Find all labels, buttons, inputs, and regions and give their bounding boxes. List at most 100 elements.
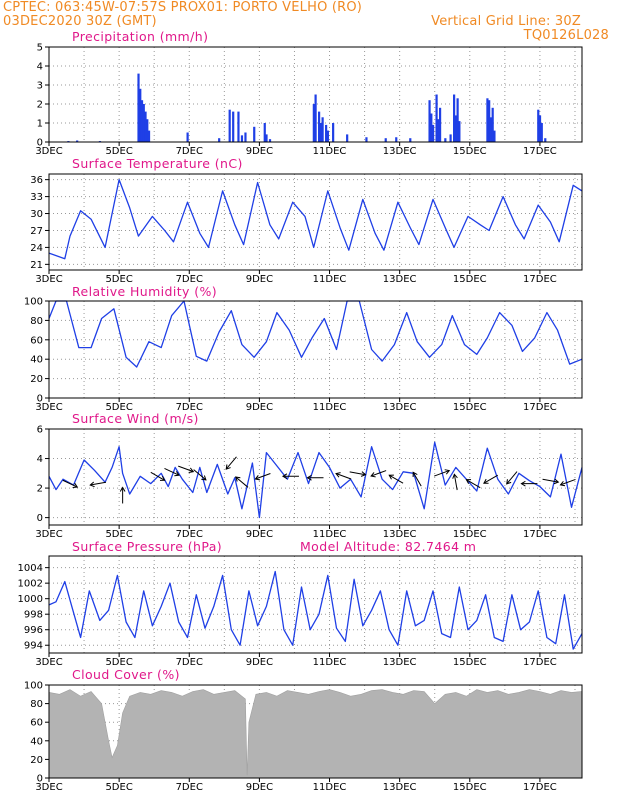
precip-bar: [268, 139, 272, 142]
wind-arrow-head: [159, 475, 166, 481]
wind-arrow-head: [452, 473, 458, 479]
y-tick-label: 36: [30, 175, 43, 186]
y-tick-label: 0: [37, 513, 43, 524]
y-tick-label: 40: [30, 355, 43, 366]
y-tick-label: 21: [30, 260, 43, 271]
x-tick-label: 7DEC: [176, 402, 203, 413]
precip-bar: [321, 117, 324, 142]
x-tick-label: 5DEC: [105, 402, 132, 413]
precip-bar: [449, 134, 452, 142]
wind-arrow-shaft: [506, 471, 518, 485]
series-line-2: [48, 300, 583, 368]
y-tick-label: 1004: [18, 563, 43, 574]
precip-bar: [318, 111, 321, 142]
precip-bar: [319, 123, 322, 142]
x-tick-label: 11DEC: [313, 402, 347, 413]
precip-bar: [146, 119, 149, 142]
wind-arrow-head: [553, 478, 560, 485]
x-tick-label: 3DEC: [35, 274, 62, 285]
y-tick-label: 0: [37, 394, 43, 405]
header-grid-line: Vertical Grid Line: 30Z: [431, 14, 581, 29]
wind-arrow-head: [306, 474, 312, 481]
precip-bar: [431, 124, 435, 142]
precip-bar: [428, 100, 431, 142]
x-tick-label: 17DEC: [523, 529, 557, 540]
wind-arrow-shaft: [434, 470, 450, 477]
precip-bar: [488, 100, 491, 142]
wind-arrow-shaft: [193, 469, 207, 481]
x-tick-label: 15DEC: [453, 657, 487, 668]
x-tick-label: 13DEC: [383, 146, 417, 157]
panel-frame: [48, 428, 583, 526]
x-tick-label: 7DEC: [176, 146, 203, 157]
precip-bar: [486, 98, 489, 142]
precip-bar: [263, 123, 266, 142]
x-tick-label: 9DEC: [246, 274, 273, 285]
y-tick-label: 1002: [18, 579, 43, 590]
panel-title-temperature: Surface Temperature (nC): [72, 156, 243, 171]
x-tick-label: 15DEC: [453, 274, 487, 285]
x-tick-label: 3DEC: [35, 402, 62, 413]
panel-5: 0 20 40 60 80 100 3DEC 5DEC 7DEC 9DEC 11DEC 13DEC 15…: [24, 681, 583, 793]
y-tick-label: 4: [37, 62, 43, 73]
x-tick-label: 5DEC: [105, 146, 132, 157]
x-tick-label: 7DEC: [176, 782, 203, 793]
wind-arrow-shaft: [164, 467, 180, 476]
wind-arrow-head: [72, 482, 79, 489]
wind-arrow-head: [89, 481, 95, 488]
wind-arrow-shaft: [560, 478, 576, 486]
panel-3: 0 2 4 6 3DEC 5DEC 7DEC 9DEC 11DEC 13DEC 15DEC 17DEC: [35, 425, 583, 540]
y-tick-label: 100: [24, 681, 43, 692]
x-tick-label: 5DEC: [105, 274, 132, 285]
wind-arrow-shaft: [90, 481, 107, 486]
precip-bar: [139, 88, 142, 142]
x-tick-label: 7DEC: [176, 274, 203, 285]
precip-bar: [365, 137, 368, 142]
x-tick-label: 5DEC: [105, 782, 132, 793]
precip-bar: [76, 140, 79, 142]
y-tick-label: 80: [30, 699, 43, 710]
y-tick-label: 24: [30, 243, 43, 254]
y-tick-label: 40: [30, 736, 43, 747]
y-tick-label: 994: [24, 641, 43, 652]
y-tick-label: 80: [30, 316, 43, 327]
wind-arrow-head: [520, 480, 526, 487]
header-model-code: TQ0126L028: [523, 28, 609, 43]
series-line-3: [48, 441, 583, 519]
wind-arrow-head: [370, 472, 376, 478]
precip-bar: [438, 107, 442, 142]
x-tick-label: 5DEC: [105, 657, 132, 668]
precip-bar: [144, 111, 147, 142]
precip-bar: [540, 123, 543, 142]
y-tick-label: 20: [30, 755, 43, 766]
precip-bar: [237, 111, 240, 142]
x-tick-label: 9DEC: [246, 782, 273, 793]
x-tick-label: 9DEC: [246, 146, 273, 157]
x-tick-label: 17DEC: [523, 146, 557, 157]
panel-frame: [48, 300, 583, 399]
x-tick-label: 7DEC: [176, 657, 203, 668]
x-tick-label: 15DEC: [453, 402, 487, 413]
panel-title-pressure: Surface Pressure (hPa): [72, 539, 223, 554]
panel-frame: [48, 46, 583, 143]
y-tick-label: 0: [37, 774, 43, 785]
precip-bar: [537, 109, 540, 142]
x-tick-label: 15DEC: [453, 146, 487, 157]
wind-arrow-head: [335, 472, 341, 478]
x-tick-label: 3DEC: [35, 529, 62, 540]
y-tick-label: 0: [37, 138, 43, 149]
wind-arrow-head: [201, 475, 207, 481]
x-tick-label: 15DEC: [453, 782, 487, 793]
precip-bar: [454, 115, 457, 142]
precip-bar: [312, 104, 315, 142]
panel-title-wind: Surface Wind (m/s): [72, 411, 199, 426]
precip-bar: [232, 111, 235, 142]
precip-bar: [147, 130, 151, 142]
y-tick-label: 1000: [18, 594, 43, 605]
precip-bar: [265, 134, 268, 142]
wind-arrow-head: [234, 476, 241, 482]
precip-bar: [228, 109, 231, 142]
header-date: 03DEC2020 30Z (GMT): [3, 14, 157, 29]
wind-arrow-head: [465, 479, 472, 484]
panel-frame: [48, 173, 583, 271]
